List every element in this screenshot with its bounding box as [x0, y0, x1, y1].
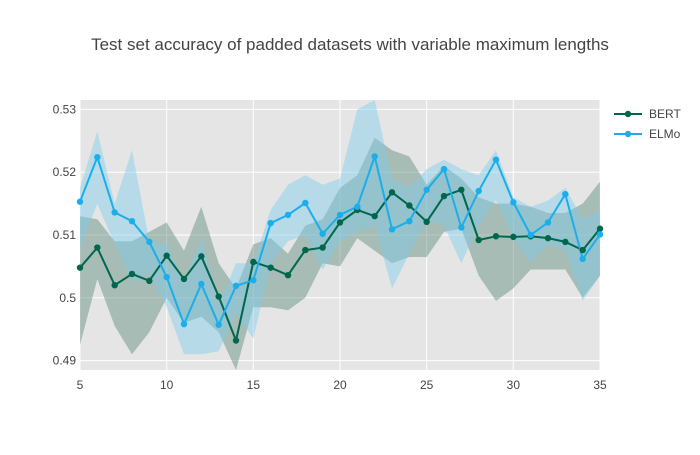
bert-point	[492, 233, 500, 240]
bert-confidence-band	[80, 137, 600, 370]
point-layer	[76, 153, 604, 344]
elmo-point	[198, 280, 205, 288]
bert-point	[111, 282, 118, 289]
bert-point	[596, 225, 604, 232]
x-tick-label: 35	[593, 378, 607, 392]
band-layer	[80, 100, 600, 370]
bert-point	[146, 277, 153, 285]
elmo-point	[371, 153, 378, 160]
x-tick-label: 5	[77, 378, 84, 392]
elmo-point	[76, 198, 84, 205]
bert-point	[180, 275, 188, 283]
x-tick-label: 30	[507, 378, 521, 392]
bert-point	[267, 264, 274, 271]
x-tick-label: 10	[160, 378, 174, 392]
bert-point	[440, 192, 448, 200]
elmo-point	[319, 230, 326, 237]
bert-point	[458, 186, 465, 193]
bert-point	[388, 189, 396, 196]
elmo-point	[163, 273, 170, 281]
elmo-point	[492, 156, 500, 163]
elmo-point	[458, 224, 465, 231]
bert-point	[579, 246, 586, 254]
elmo-confidence-band	[80, 100, 600, 355]
bert-point	[302, 246, 309, 254]
elmo-point	[440, 165, 448, 173]
bert-point	[250, 258, 257, 266]
bert-point	[198, 253, 205, 260]
elmo-point	[562, 190, 569, 198]
elmo-point	[267, 219, 274, 227]
bert-point	[562, 238, 569, 246]
elmo-point	[94, 153, 101, 161]
elmo-point	[354, 203, 361, 210]
y-tick-label: 0.5	[59, 291, 76, 305]
elmo-point	[388, 226, 396, 233]
elmo-point	[111, 209, 118, 216]
bert-legend-label: BERT	[649, 107, 681, 121]
elmo-point	[596, 231, 604, 238]
elmo-point	[146, 238, 153, 246]
tick-layer: 5 10 15 20 25 30 35 0.49 0.5 0.51 0.52 0.53	[53, 102, 607, 392]
bert-point	[319, 244, 326, 251]
elmo-point	[250, 277, 257, 284]
y-tick-label: 0.49	[53, 354, 77, 368]
bert-point	[475, 236, 482, 244]
bert-point	[406, 202, 413, 209]
elmo-point	[423, 186, 430, 193]
elmo-legend-marker	[624, 130, 632, 138]
elmo-point	[406, 217, 413, 225]
x-tick-label: 15	[247, 378, 261, 392]
elmo-point	[510, 199, 517, 206]
bert-point	[423, 218, 430, 226]
elmo-point	[302, 199, 309, 207]
elmo-point	[475, 187, 482, 195]
elmo-legend-label: ELMo	[649, 127, 681, 141]
elmo-point	[527, 231, 534, 239]
elmo-point	[128, 217, 136, 225]
elmo-point	[544, 219, 552, 226]
elmo-point	[336, 211, 344, 219]
y-tick-label: 0.51	[53, 228, 77, 242]
bert-legend-marker	[624, 110, 632, 118]
elmo-point	[180, 320, 188, 328]
bert-point	[544, 234, 552, 242]
bert-point	[336, 219, 344, 226]
x-tick-label: 25	[420, 378, 434, 392]
bert-point	[128, 270, 136, 278]
bert-point	[163, 252, 170, 259]
elmo-point	[579, 255, 586, 263]
bert-point	[94, 244, 101, 251]
chart-title: Test set accuracy of padded datasets wit…	[91, 35, 609, 54]
elmo-point	[284, 211, 292, 219]
y-tick-label: 0.53	[53, 102, 77, 116]
bert-point	[284, 271, 292, 279]
elmo-point	[215, 321, 222, 328]
bert-point	[215, 293, 222, 300]
bert-point	[76, 264, 84, 271]
bert-point	[371, 212, 378, 220]
y-tick-label: 0.52	[53, 165, 77, 179]
legend: BERT ELMo	[614, 107, 681, 141]
elmo-point	[232, 282, 240, 290]
bert-point	[232, 337, 240, 344]
x-tick-label: 20	[333, 378, 347, 392]
bert-point	[510, 233, 517, 241]
